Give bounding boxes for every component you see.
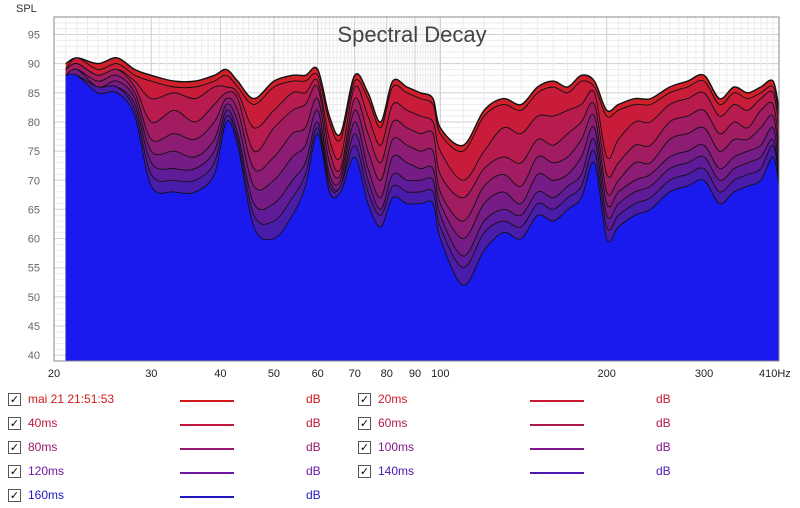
legend-item: ✓ 140ms dB [358,462,698,482]
x-tick-label: 410Hz [759,368,791,380]
y-tick-label: 80 [28,117,40,129]
legend-swatch [530,472,584,474]
legend: ✓ mai 21 21:51:53 dB ✓ 20ms dB ✓ 40ms dB ✓ 60ms dB ✓… [0,385,800,508]
y-axis-label: SPL [16,3,37,15]
legend-checkbox[interactable]: ✓ [8,489,21,502]
legend-unit: dB [306,392,321,406]
legend-unit: dB [306,440,321,454]
legend-item: ✓ mai 21 21:51:53 dB [8,390,348,410]
legend-label: 60ms [378,416,408,430]
plot-frame [53,16,780,362]
y-tick-label: 85 [28,88,40,100]
legend-item: ✓ 40ms dB [8,414,348,434]
legend-unit: dB [306,416,321,430]
legend-checkbox[interactable]: ✓ [8,417,21,430]
legend-label: 160ms [28,488,65,502]
legend-checkbox[interactable]: ✓ [358,441,371,454]
decay-curve [65,63,780,199]
legend-label: 40ms [28,416,58,430]
x-tick-label: 200 [598,368,616,380]
legend-swatch [530,424,584,426]
legend-swatch [180,472,234,474]
legend-unit: dB [656,392,671,406]
legend-label: 100ms [378,440,415,454]
legend-label: 140ms [378,464,415,478]
y-tick-label: 45 [28,321,40,333]
x-tick-label: 100 [431,368,449,380]
legend-item: ✓ 20ms dB [358,390,698,410]
legend-swatch [530,400,584,402]
x-tick-label: 300 [695,368,713,380]
legend-checkbox[interactable]: ✓ [8,393,21,406]
decay-curve [65,74,780,269]
x-tick-label: 70 [349,368,361,380]
x-axis-ticks: 20 30 40 50 60 70 80 90 100 200 300 410Hz [48,368,791,380]
legend-item: ✓ 100ms dB [358,438,698,458]
legend-unit: dB [656,464,671,478]
decay-curve [65,68,780,240]
legend-item: ✓ 160ms dB [8,486,348,506]
decay-areas [65,57,780,362]
x-tick-label: 90 [409,368,421,380]
chart-title: Spectral Decay [337,22,486,47]
decay-curve [65,57,780,147]
legend-swatch [180,400,234,402]
legend-checkbox[interactable]: ✓ [358,465,371,478]
y-tick-label: 60 [28,234,40,246]
legend-checkbox[interactable]: ✓ [358,417,371,430]
legend-label: 120ms [28,464,65,478]
legend-item: ✓ 80ms dB [8,438,348,458]
y-tick-label: 75 [28,146,40,158]
decay-curve [65,57,780,152]
x-tick-label: 20 [48,368,60,380]
decay-curve [65,74,780,257]
y-tick-label: 90 [28,59,40,71]
decay-curve [65,63,780,181]
y-tick-label: 65 [28,204,40,216]
legend-item: ✓ 60ms dB [358,414,698,434]
x-tick-label: 30 [145,368,157,380]
y-tick-label: 40 [28,350,40,362]
legend-unit: dB [656,440,671,454]
x-tick-label: 40 [214,368,226,380]
legend-checkbox[interactable]: ✓ [358,393,371,406]
decay-curve [65,73,780,286]
legend-label: mai 21 21:51:53 [28,392,115,406]
x-tick-label: 60 [312,368,324,380]
y-tick-label: 50 [28,292,40,304]
y-axis-ticks: 40 45 50 55 60 65 70 75 80 85 90 95 [28,29,40,362]
x-tick-label: 80 [381,368,393,380]
legend-unit: dB [306,464,321,478]
y-tick-label: 55 [28,263,40,275]
spectral-decay-chart: 40 45 50 55 60 65 70 75 80 85 90 95 20 30 40 50 60 70 80 9… [16,3,791,380]
decay-area-160ms [65,74,779,362]
legend-swatch [180,424,234,426]
legend-label: 20ms [378,392,408,406]
legend-swatch [180,448,234,450]
legend-swatch [180,496,234,498]
legend-unit: dB [656,416,671,430]
legend-swatch [530,448,584,450]
y-tick-label: 95 [28,29,40,41]
legend-item: ✓ 120ms dB [8,462,348,482]
y-tick-label: 70 [28,175,40,187]
x-tick-label: 50 [268,368,280,380]
legend-checkbox[interactable]: ✓ [8,441,21,454]
legend-unit: dB [306,488,321,502]
legend-checkbox[interactable]: ✓ [8,465,21,478]
decay-curve [65,68,780,222]
legend-label: 80ms [28,440,58,454]
